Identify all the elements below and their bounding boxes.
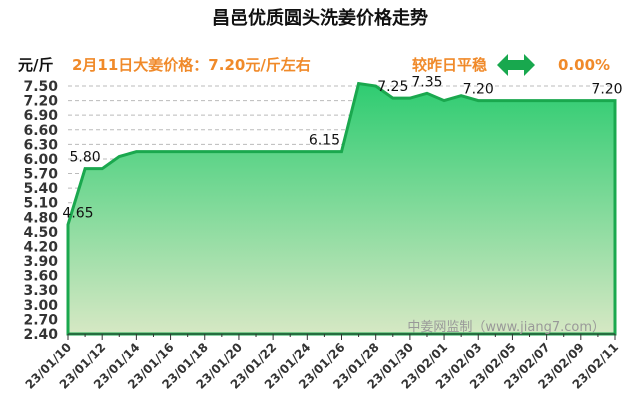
y-tick-label: 6.00 — [23, 152, 58, 168]
y-tick-label: 2.40 — [23, 327, 58, 343]
y-tick-label: 5.10 — [23, 196, 58, 212]
y-tick-label: 3.90 — [23, 254, 58, 270]
y-tick-label: 3.60 — [23, 269, 58, 285]
y-axis-unit: 元/斤 — [18, 56, 53, 74]
change-text: 较昨日平稳 — [412, 56, 487, 74]
y-tick-label: 2.70 — [23, 312, 58, 328]
y-tick-label: 5.70 — [23, 167, 58, 183]
data-label: 7.25 — [377, 79, 408, 95]
y-tick-label: 4.20 — [23, 239, 58, 255]
y-tick-label: 6.60 — [23, 123, 58, 139]
y-tick-label: 7.50 — [23, 79, 58, 95]
y-tick-label: 4.80 — [23, 210, 58, 226]
y-tick-label: 6.30 — [23, 137, 58, 153]
double-arrow-horizontal-icon — [497, 54, 535, 76]
data-label: 6.15 — [309, 133, 340, 149]
price-area — [66, 81, 617, 336]
watermark: 中姜网监制（www.jiang7.com） — [407, 320, 605, 335]
y-tick-label: 5.40 — [23, 181, 58, 197]
y-tick-label: 6.90 — [23, 108, 58, 124]
data-label: 4.65 — [62, 206, 93, 222]
chart-title: 昌邑优质圆头洗姜价格走势 — [212, 7, 428, 29]
data-label: 5.80 — [70, 150, 101, 166]
y-tick-label: 4.50 — [23, 225, 58, 241]
y-tick-label: 3.00 — [23, 298, 58, 314]
y-tick-label: 7.20 — [23, 94, 58, 110]
price-subtitle: 2月11日大姜价格：7.20元/斤左右 — [72, 56, 311, 74]
data-label: 7.35 — [411, 74, 442, 90]
change-value: 0.00% — [558, 56, 610, 74]
y-tick-label: 3.30 — [23, 283, 58, 299]
data-label: 7.20 — [463, 82, 494, 98]
data-label: 7.20 — [591, 82, 622, 98]
